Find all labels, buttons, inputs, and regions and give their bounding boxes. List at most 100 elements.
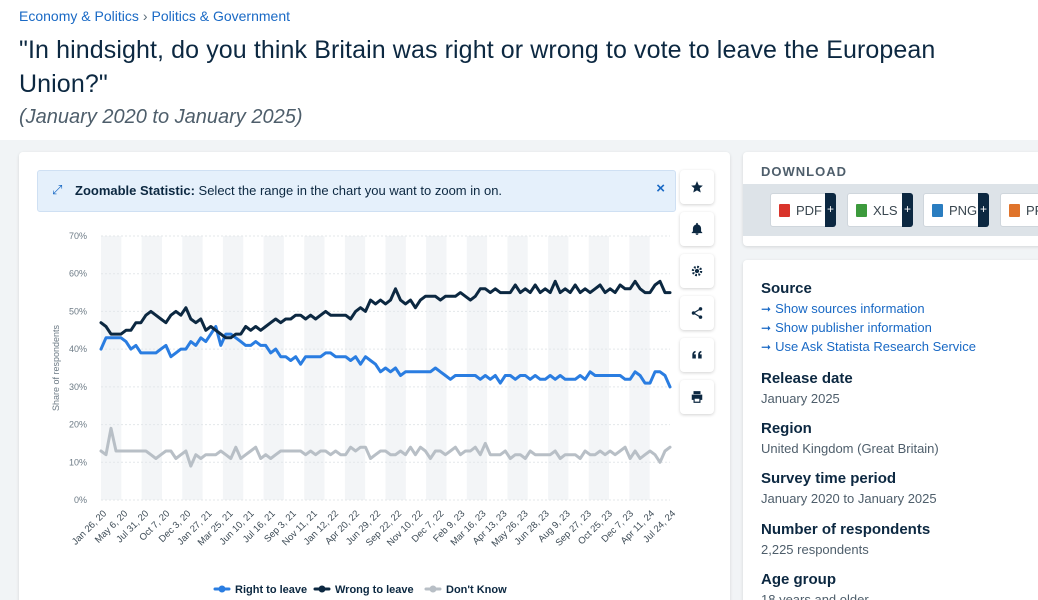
- zoom-close-button[interactable]: ×: [656, 180, 665, 197]
- grid-band: [182, 236, 203, 500]
- page-header: Economy & Politics › Politics & Government…: [0, 0, 1038, 140]
- share-button[interactable]: [680, 296, 714, 330]
- y-tick-label: 10%: [69, 457, 87, 467]
- download-png-plus[interactable]: +: [978, 193, 989, 227]
- zoom-arrows-icon: ⤢: [52, 182, 63, 197]
- y-tick-label: 40%: [69, 344, 87, 354]
- breadcrumb-economy[interactable]: Economy & Politics: [19, 8, 139, 24]
- arrow-right-icon: ➞: [761, 340, 772, 354]
- settings-button[interactable]: [680, 254, 714, 288]
- period-section: Survey time period January 2020 to Janua…: [761, 470, 937, 506]
- legend-label: Right to leave: [235, 584, 307, 596]
- region-section: Region United Kingdom (Great Britain): [761, 420, 939, 456]
- legend-swatch-marker: [429, 585, 437, 593]
- info-card: Source ➞ Show sources information ➞ Show p…: [743, 260, 1038, 600]
- age-section: Age group 18 years and older: [761, 571, 869, 600]
- legend-item[interactable]: Right to leave: [213, 584, 307, 596]
- show-sources-link[interactable]: ➞ Show sources information: [761, 301, 976, 316]
- grid-band: [304, 236, 325, 500]
- download-title: DOWNLOAD: [761, 164, 847, 179]
- print-button[interactable]: [680, 380, 714, 414]
- show-publisher-link[interactable]: ➞ Show publisher information: [761, 320, 976, 335]
- download-png-button[interactable]: PNG +: [923, 193, 989, 227]
- age-title: Age group: [761, 571, 836, 588]
- arrow-right-icon: ➞: [761, 302, 772, 316]
- favorite-button[interactable]: [680, 170, 714, 204]
- notification-button[interactable]: [680, 212, 714, 246]
- download-ppt-button[interactable]: PP: [1000, 193, 1038, 227]
- grid-band: [141, 236, 162, 500]
- chart-toolbar: [680, 170, 714, 422]
- grid-band: [344, 236, 366, 500]
- zoom-description: Select the range in the chart you want t…: [194, 183, 503, 198]
- y-tick-label: 60%: [69, 269, 87, 279]
- grid-band: [466, 236, 488, 500]
- download-ppt-label: PP: [1026, 203, 1038, 218]
- source-title: Source: [761, 280, 812, 297]
- y-tick-label: 30%: [69, 382, 87, 392]
- download-pdf-plus[interactable]: +: [825, 193, 836, 227]
- series-line-right-to-leave: [99, 325, 672, 389]
- y-tick-label: 20%: [69, 420, 87, 430]
- series-line-wrong-to-leave: [99, 279, 672, 340]
- respondents-title: Number of respondents: [761, 521, 931, 538]
- region-value: United Kingdom (Great Britain): [761, 441, 939, 456]
- respondents-value: 2,225 respondents: [761, 542, 869, 557]
- arrow-right-icon: ➞: [761, 321, 772, 335]
- grid-band: [629, 236, 650, 500]
- period-title: Survey time period: [761, 470, 897, 487]
- grid-band: [222, 236, 244, 500]
- show-publisher-label: Show publisher information: [775, 320, 932, 335]
- legend-label: Wrong to leave: [335, 584, 414, 596]
- cite-button[interactable]: [680, 338, 714, 372]
- show-sources-label: Show sources information: [775, 301, 925, 316]
- xls-file-icon: [856, 204, 867, 217]
- quote-icon: [692, 350, 702, 359]
- gear-icon: [691, 265, 703, 277]
- breadcrumb: Economy & Politics › Politics & Government: [19, 8, 290, 24]
- grid-band: [548, 236, 569, 500]
- legend-label: Don't Know: [446, 584, 507, 596]
- y-tick-label: 50%: [69, 306, 87, 316]
- line-chart[interactable]: 0% 10% 20% 30% 40% 50% 60% 70% Share of responde…: [19, 152, 730, 600]
- star-icon: [691, 181, 703, 193]
- legend-swatch-marker: [218, 585, 226, 593]
- print-icon: [691, 391, 703, 403]
- grid-band: [588, 236, 610, 500]
- bell-icon: [691, 222, 703, 235]
- source-section: Source ➞ Show sources information ➞ Show p…: [761, 280, 976, 354]
- share-icon: [691, 307, 703, 319]
- chart-card: 0% 10% 20% 30% 40% 50% 60% 70% Share of responde…: [19, 152, 730, 600]
- page-title: "In hindsight, do you think Britain was …: [19, 36, 936, 98]
- download-pdf-button[interactable]: PDF +: [770, 193, 836, 227]
- grid-band: [507, 236, 528, 500]
- download-xls-plus[interactable]: +: [902, 193, 913, 227]
- respondents-section: Number of respondents 2,225 respondents: [761, 521, 930, 557]
- pdf-file-icon: [779, 204, 790, 217]
- series-line-don-t-know: [99, 426, 672, 468]
- zoom-banner: ⤢ Zoomable Statistic: Select the range i…: [37, 170, 676, 212]
- y-tick-label: 0%: [74, 495, 87, 505]
- ask-statista-label: Use Ask Statista Research Service: [775, 339, 976, 354]
- ppt-file-icon: [1009, 204, 1020, 217]
- y-tick-label: 70%: [69, 231, 87, 241]
- release-title: Release date: [761, 370, 853, 387]
- period-value: January 2020 to January 2025: [761, 491, 937, 506]
- png-file-icon: [932, 204, 943, 217]
- legend-swatch-marker: [318, 585, 326, 593]
- download-xls-label: XLS: [873, 203, 898, 218]
- download-png-label: PNG: [949, 203, 978, 218]
- ask-statista-link[interactable]: ➞ Use Ask Statista Research Service: [761, 339, 976, 354]
- legend-item[interactable]: Wrong to leave: [313, 584, 414, 596]
- page-subtitle: (January 2020 to January 2025): [19, 106, 303, 128]
- release-value: January 2025: [761, 391, 840, 406]
- release-section: Release date January 2025: [761, 370, 853, 406]
- download-pdf-label: PDF: [796, 203, 822, 218]
- region-title: Region: [761, 420, 812, 437]
- zoom-text: Zoomable Statistic: Select the range in …: [75, 183, 502, 198]
- grid-band: [101, 236, 122, 500]
- legend-item[interactable]: Don't Know: [424, 584, 507, 596]
- zoom-label: Zoomable Statistic:: [75, 183, 195, 198]
- breadcrumb-politics[interactable]: Politics & Government: [151, 8, 291, 24]
- download-xls-button[interactable]: XLS +: [847, 193, 913, 227]
